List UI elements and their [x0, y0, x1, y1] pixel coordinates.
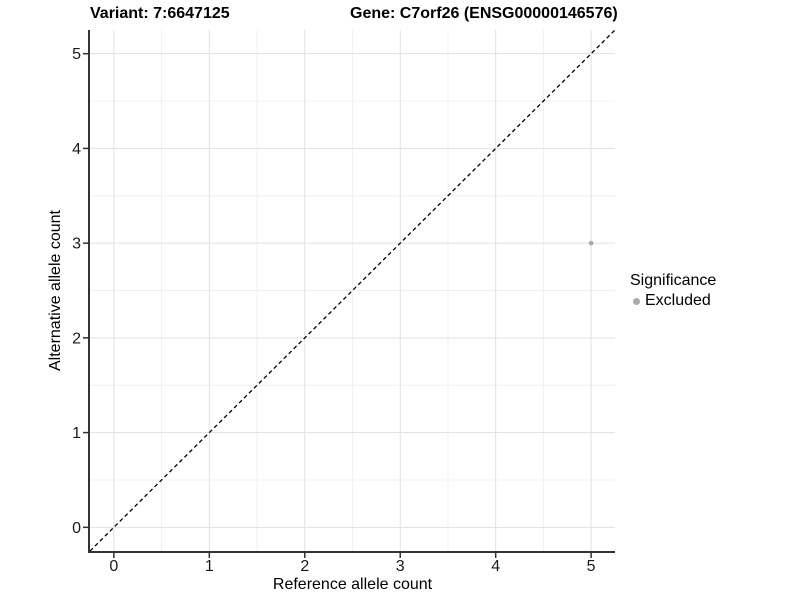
legend: Significance Excluded — [628, 271, 716, 311]
y-tick-labels: 0 1 2 3 4 5 — [72, 46, 81, 537]
svg-text:4: 4 — [491, 558, 500, 575]
excluded-point-icon — [633, 297, 640, 305]
data-points — [588, 240, 594, 246]
y-axis-title: Alternative allele count — [47, 209, 64, 371]
identity-line — [89, 29, 616, 552]
svg-text:2: 2 — [72, 330, 81, 347]
variant-title: Variant: 7:6647125 — [90, 5, 230, 22]
svg-text:1: 1 — [205, 558, 214, 575]
svg-text:3: 3 — [72, 236, 81, 253]
legend-title: Significance — [630, 272, 717, 289]
svg-text:3: 3 — [396, 558, 405, 575]
svg-text:1: 1 — [72, 425, 81, 442]
minor-gridlines — [90, 30, 615, 551]
major-gridlines — [90, 30, 615, 551]
svg-text:2: 2 — [300, 558, 309, 575]
legend-key — [628, 297, 645, 305]
x-tick-labels: 0 1 2 3 4 5 — [109, 558, 595, 575]
x-axis-title: Reference allele count — [273, 576, 433, 593]
svg-text:5: 5 — [72, 46, 81, 63]
svg-text:5: 5 — [587, 558, 596, 575]
svg-text:0: 0 — [109, 558, 118, 575]
axis-lines — [88, 30, 615, 553]
legend-item-excluded: Excluded — [628, 291, 716, 311]
tick-marks — [83, 52, 592, 558]
svg-text:4: 4 — [72, 141, 81, 158]
gene-title: Gene: C7orf26 (ENSG00000146576) — [350, 5, 618, 22]
svg-text:0: 0 — [72, 520, 81, 537]
legend-item-label: Excluded — [645, 292, 711, 309]
